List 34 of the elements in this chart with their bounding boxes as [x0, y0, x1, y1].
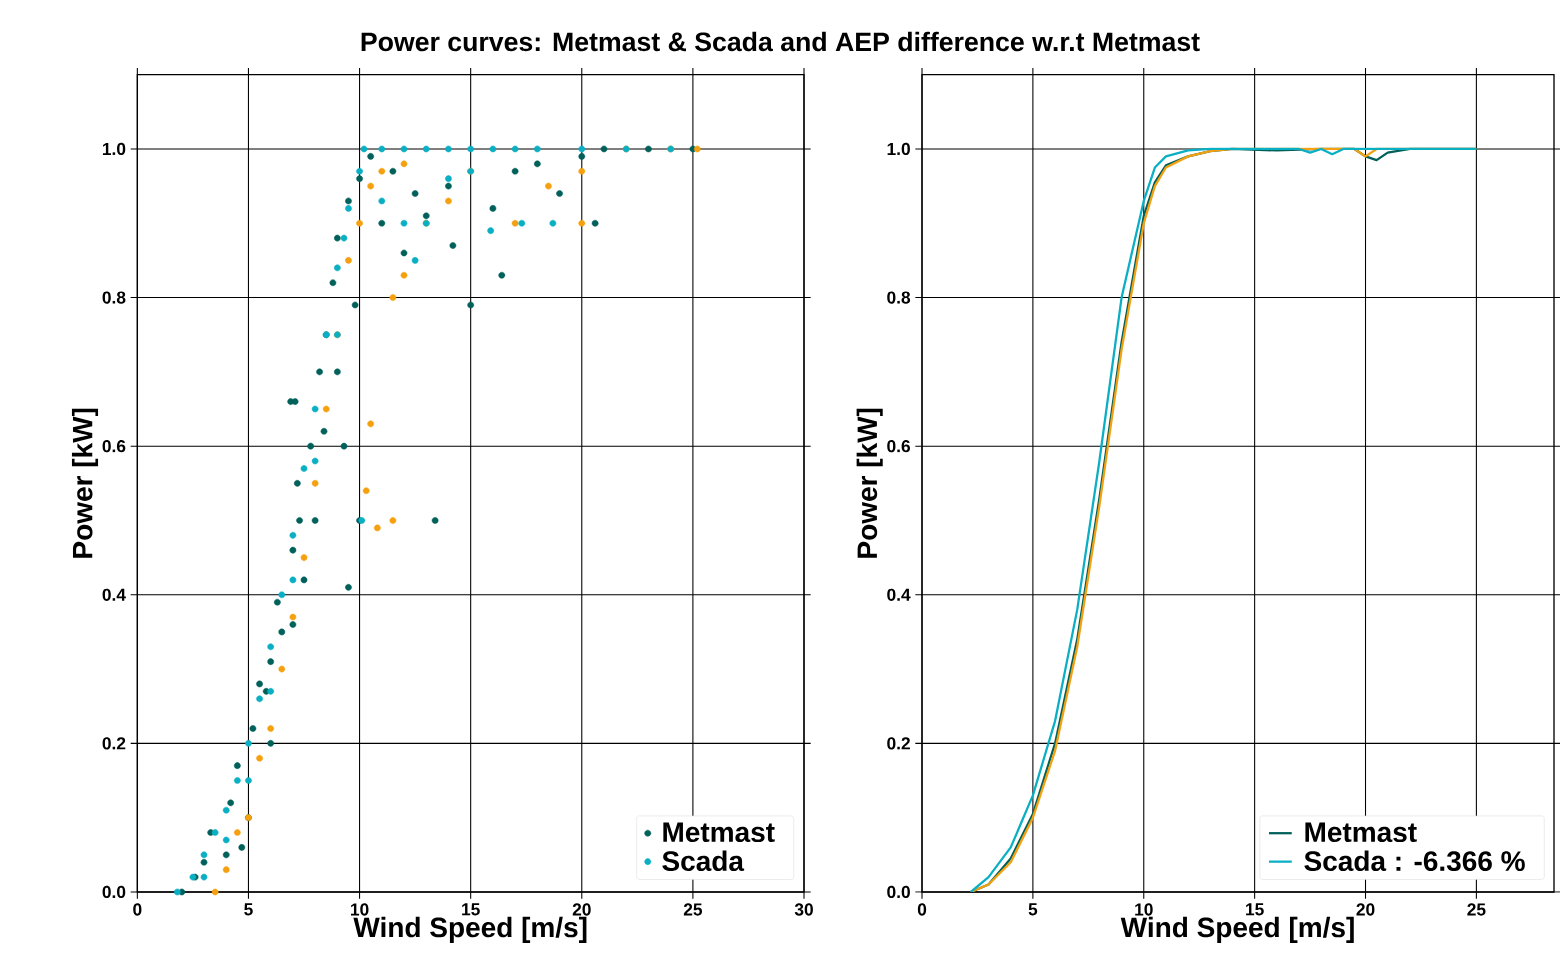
- x-tick-label: 0: [917, 903, 927, 916]
- x-tick-label: 10: [351, 903, 369, 916]
- x-tick-label: 30: [794, 903, 813, 916]
- legend-label: Metmast: [1305, 822, 1417, 842]
- y-axis-title: Power [kW]: [71, 408, 99, 558]
- x-tick-label: 5: [1028, 903, 1038, 916]
- y-tick-label: 0.6: [102, 439, 126, 453]
- y-tick-label: 0.0: [887, 885, 910, 898]
- y-tick-label: 1.0: [102, 142, 126, 155]
- y-tick-label: 0.8: [887, 291, 911, 304]
- y-axis-title: Power [kW]: [856, 408, 883, 558]
- x-tick-label: 10: [1135, 903, 1153, 916]
- x-axis-title: Wind Speed [m/s]: [353, 916, 587, 943]
- y-tick-label: 0.6: [887, 439, 910, 453]
- x-tick-label: 20: [1356, 903, 1375, 916]
- legend-label: Scada : -6.366 %: [1304, 850, 1525, 871]
- y-tick-label: 0.0: [102, 885, 126, 898]
- y-tick-label: 0.2: [887, 737, 910, 750]
- y-tick-label: 1.0: [887, 142, 910, 155]
- legend-label: Metmast: [663, 822, 775, 842]
- chart-title: Power curves: Metmast & Scada and AEP difference w.r.t Metmast: [361, 31, 1200, 52]
- y-tick-label: 0.4: [102, 588, 126, 601]
- x-tick-label: 0: [133, 903, 142, 916]
- legend-label: Scada: [662, 850, 745, 871]
- x-axis-title: Wind Speed [m/s]: [1120, 916, 1354, 943]
- x-tick-label: 25: [1467, 903, 1486, 916]
- x-tick-label: 25: [683, 903, 703, 916]
- x-tick-label: 15: [462, 903, 480, 916]
- y-tick-label: 0.4: [887, 588, 911, 601]
- x-tick-label: 15: [1246, 903, 1264, 916]
- y-tick-label: 0.2: [102, 737, 126, 750]
- y-tick-label: 0.8: [102, 291, 126, 304]
- x-tick-label: 5: [244, 903, 253, 916]
- x-tick-label: 20: [572, 903, 591, 916]
